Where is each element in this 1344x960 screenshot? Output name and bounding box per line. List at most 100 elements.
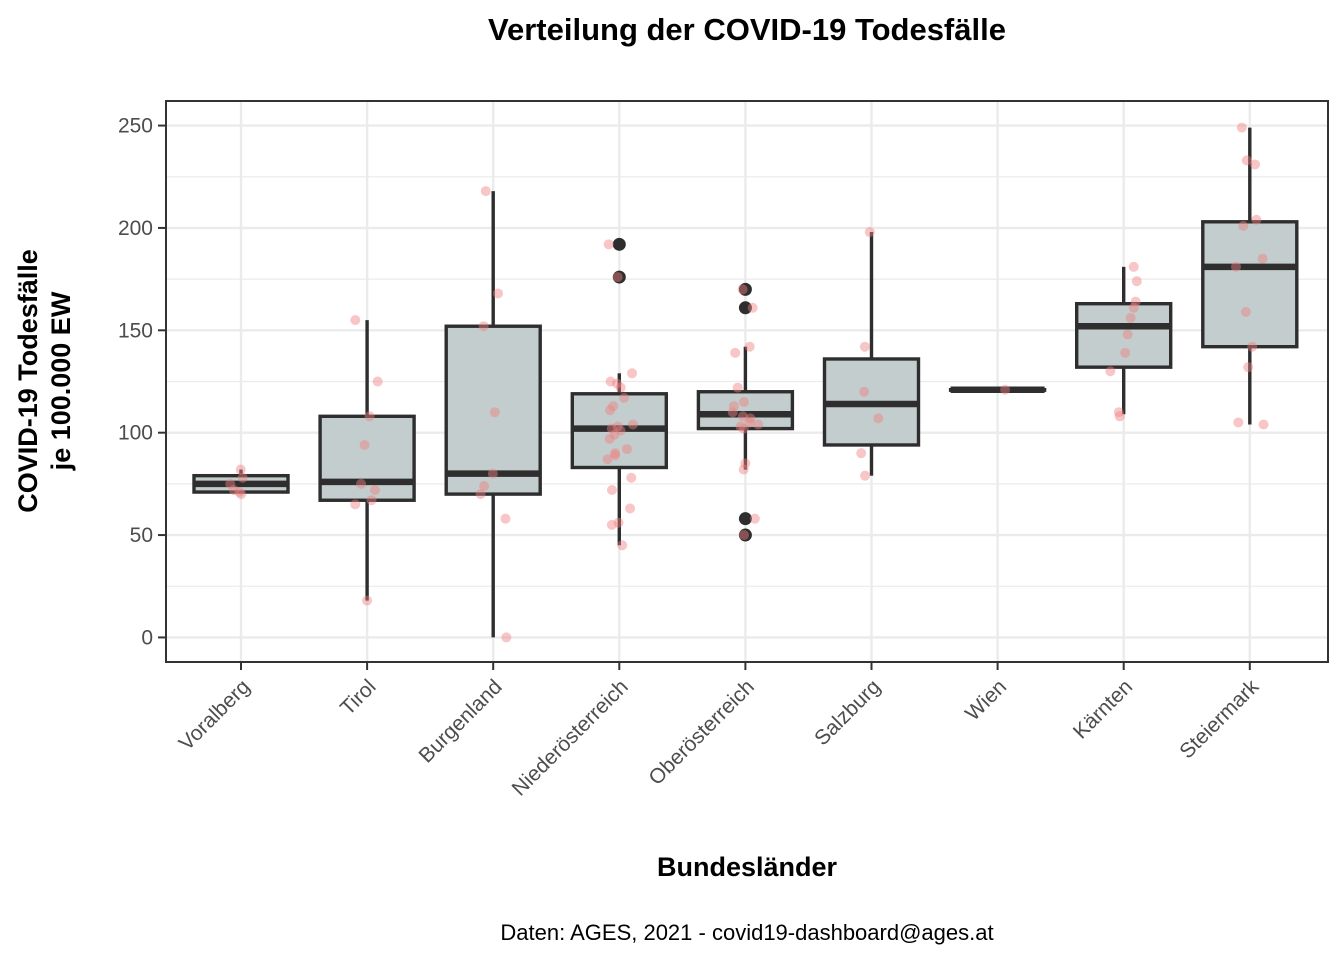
data-point (610, 448, 621, 459)
data-point (604, 433, 615, 444)
data-point (1128, 261, 1139, 272)
x-tick-label: Oberösterreich (644, 675, 758, 789)
data-point (493, 288, 504, 299)
data-point (615, 425, 626, 436)
data-point (366, 495, 377, 506)
data-point (1120, 347, 1131, 358)
data-point (1122, 329, 1133, 340)
data-point (627, 419, 638, 430)
data-point (603, 239, 614, 250)
x-axis-title: Bundesländer (657, 852, 838, 882)
data-point (1247, 341, 1258, 352)
data-point (612, 272, 623, 283)
data-point (747, 302, 758, 313)
box-group (822, 232, 921, 476)
box-group (318, 320, 416, 601)
outlier-point (738, 512, 752, 526)
data-point (1105, 366, 1116, 377)
data-point (859, 386, 870, 397)
data-point (739, 530, 750, 541)
data-point (372, 376, 383, 387)
x-tick-label: Burgenland (415, 675, 507, 767)
box-group (570, 237, 668, 546)
data-point (1240, 306, 1251, 317)
data-point (749, 513, 760, 524)
data-point (737, 284, 748, 295)
data-point (753, 419, 764, 430)
data-point (744, 417, 755, 428)
box-iqr (696, 390, 795, 431)
data-point (626, 472, 637, 483)
box-group (1201, 127, 1299, 425)
y-tick-label: 50 (130, 524, 153, 547)
data-point (606, 519, 617, 530)
data-point (730, 347, 741, 358)
data-point (489, 407, 500, 418)
y-axis-title-line-2: je 100.000 EW (46, 291, 76, 471)
data-point (739, 396, 750, 407)
data-point (237, 472, 248, 483)
data-point (350, 499, 361, 510)
data-point (609, 429, 620, 440)
data-point (613, 517, 624, 528)
data-point (740, 458, 751, 469)
data-point (475, 489, 486, 500)
data-point (480, 186, 491, 197)
y-axis-title-line-1: COVID-19 Todesfälle (13, 249, 43, 513)
data-point (479, 480, 490, 491)
data-point (228, 485, 239, 496)
data-point (728, 401, 739, 412)
data-point (1251, 214, 1262, 225)
data-point (602, 454, 613, 465)
data-point (500, 513, 511, 524)
outlier-point (612, 270, 626, 284)
data-point (225, 478, 236, 489)
data-point (478, 321, 489, 332)
box-group (948, 386, 1047, 393)
jitter-points (225, 122, 1269, 643)
data-point (606, 423, 617, 434)
box-group (1074, 266, 1173, 415)
data-point (1238, 220, 1249, 231)
data-point (1113, 407, 1124, 418)
data-point (359, 439, 370, 450)
data-point (356, 478, 367, 489)
x-tick-label: Salzburg (810, 675, 885, 750)
data-point (235, 464, 246, 475)
grid-lines (166, 101, 1328, 662)
x-tick-label: Wien (961, 675, 1011, 725)
box-group (192, 469, 290, 494)
data-point (745, 413, 756, 424)
data-point (362, 595, 373, 606)
x-tick-label: Steiermark (1175, 675, 1263, 763)
y-tick-label: 0 (141, 626, 153, 649)
x-tick-label: Tirol (336, 675, 381, 720)
data-point (738, 464, 749, 475)
data-point (1250, 159, 1261, 170)
data-point (608, 401, 619, 412)
chart-caption: Daten: AGES, 2021 - covid19-dashboard@ag… (500, 920, 993, 945)
data-point (859, 341, 870, 352)
data-point (1114, 411, 1125, 422)
data-point (612, 378, 623, 389)
panel-border (165, 100, 1329, 663)
data-point (610, 450, 621, 461)
data-point (236, 489, 247, 500)
chart-title: Verteilung der COVID-19 Todesfälle (488, 12, 1006, 47)
data-point (625, 503, 636, 514)
y-tick-label: 200 (118, 217, 153, 240)
data-point (1257, 253, 1268, 264)
box-group (444, 191, 542, 638)
data-point (1236, 122, 1247, 133)
data-point (737, 411, 748, 422)
data-point (605, 376, 616, 387)
data-point (1241, 155, 1252, 166)
data-point (364, 411, 375, 422)
data-point (1258, 419, 1269, 430)
data-point (735, 421, 746, 432)
outlier-point (738, 301, 752, 315)
data-point (627, 368, 638, 379)
data-point (744, 341, 755, 352)
box-iqr (444, 324, 542, 496)
